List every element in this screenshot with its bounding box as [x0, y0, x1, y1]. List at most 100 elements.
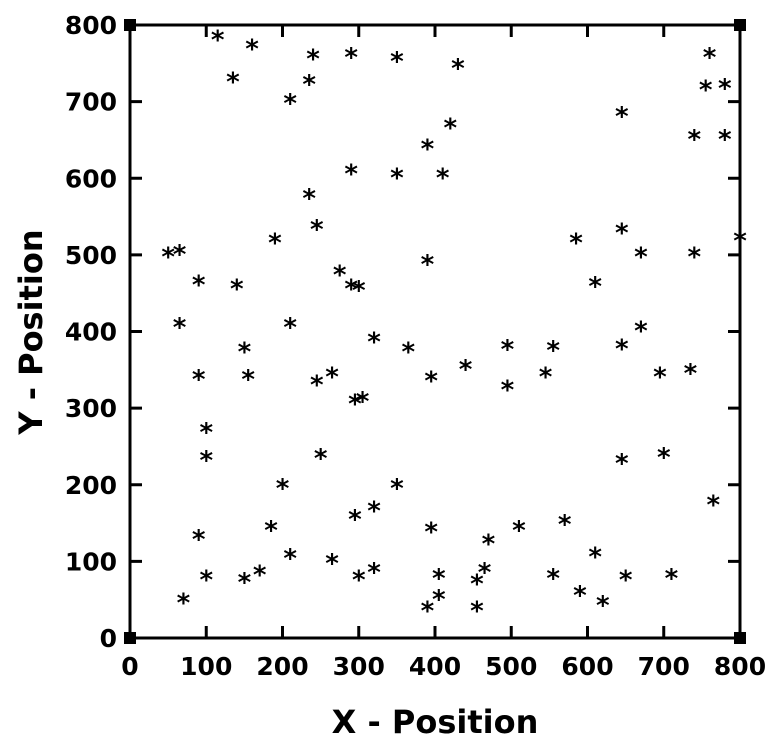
scatter-point: * — [325, 363, 339, 393]
scatter-point: * — [703, 43, 717, 73]
scatter-point: * — [421, 596, 435, 626]
scatter-point: * — [310, 215, 324, 245]
scatter-point: * — [588, 272, 602, 302]
scatter-point: * — [699, 75, 713, 105]
y-tick-label: 400 — [65, 318, 117, 347]
scatter-point: * — [245, 35, 259, 65]
scatter-point: * — [657, 443, 671, 473]
scatter-point: * — [569, 229, 583, 259]
y-axis-title: Y - Position — [12, 229, 50, 435]
scatter-point: * — [283, 313, 297, 343]
x-tick-label: 700 — [638, 652, 690, 681]
scatter-point: * — [421, 250, 435, 280]
frame-corner-marks — [124, 19, 746, 644]
scatter-point: * — [687, 242, 701, 272]
scatter-point: * — [588, 543, 602, 573]
x-tick-label: 600 — [561, 652, 613, 681]
scatter-point: * — [367, 558, 381, 588]
scatter-point: * — [283, 544, 297, 574]
scatter-point: * — [615, 219, 629, 249]
scatter-point: * — [653, 363, 667, 393]
scatter-point: * — [470, 570, 484, 600]
scatter-point: * — [192, 365, 206, 395]
scatter-point: * — [230, 275, 244, 305]
scatter-point: * — [470, 596, 484, 626]
scatter-point: * — [424, 517, 438, 547]
scatter-point: * — [344, 160, 358, 190]
scatter-point: * — [684, 359, 698, 389]
scatter-point: * — [733, 226, 747, 256]
scatter-point: * — [619, 566, 633, 596]
y-tick-label: 300 — [65, 394, 117, 423]
x-tick-label: 400 — [409, 652, 461, 681]
scatter-point: * — [173, 240, 187, 270]
scatter-point: * — [546, 564, 560, 594]
scatter-point: * — [390, 163, 404, 193]
scatter-point: * — [707, 491, 721, 521]
scatter-point: * — [501, 376, 515, 406]
scatter-point: * — [665, 564, 679, 594]
scatter-point: * — [573, 581, 587, 611]
scatter-point: * — [325, 549, 339, 579]
x-tick-label: 300 — [333, 652, 385, 681]
scatter-point: * — [451, 54, 465, 84]
x-axis-title: X - Position — [332, 703, 539, 741]
x-tick-label: 800 — [714, 652, 766, 681]
scatter-point: * — [687, 125, 701, 155]
scatter-point: * — [253, 560, 267, 590]
scatter-point: * — [352, 276, 366, 306]
scatter-point: * — [310, 370, 324, 400]
scatter-point: * — [482, 530, 496, 560]
scatter-point: * — [241, 365, 255, 395]
y-tick-label: 600 — [65, 164, 117, 193]
scatter-points: * *** * * ************* ******* * ** * * *** * ** * * *… — [161, 25, 747, 626]
scatter-point: * — [634, 242, 648, 272]
scatter-point: * — [352, 566, 366, 596]
scatter-point: * — [356, 387, 370, 417]
scatter-point: * — [238, 337, 252, 367]
x-tick-label: 0 — [121, 652, 138, 681]
scatter-point: * — [539, 363, 553, 393]
scatter-point: * — [177, 589, 191, 619]
scatter-point: * — [501, 335, 515, 365]
scatter-point: * — [283, 89, 297, 119]
scatter-point: * — [512, 516, 526, 546]
scatter-point: * — [367, 497, 381, 527]
scatter-point: * — [390, 474, 404, 504]
x-tick-label: 100 — [180, 652, 232, 681]
y-tick-label: 500 — [65, 241, 117, 270]
y-tick-label: 800 — [65, 11, 117, 40]
scatter-point: * — [436, 163, 450, 193]
scatter-point: * — [443, 114, 457, 144]
scatter-point: * — [615, 449, 629, 479]
scatter-point: * — [367, 327, 381, 357]
y-tick-label: 100 — [65, 547, 117, 576]
scatter-point: * — [402, 337, 416, 367]
scatter-point: * — [199, 418, 213, 448]
scatter-point: * — [459, 355, 473, 385]
scatter-point: * — [615, 334, 629, 364]
scatter-point: * — [546, 336, 560, 366]
scatter-point: * — [344, 43, 358, 73]
scatter-point: * — [199, 446, 213, 476]
scatter-point: * — [718, 74, 732, 104]
y-tick-label: 0 — [100, 624, 117, 653]
scatter-point: * — [348, 505, 362, 535]
scatter-point: * — [264, 516, 278, 546]
scatter-point: * — [238, 568, 252, 598]
scatter-point: * — [192, 525, 206, 555]
scatter-point: * — [390, 47, 404, 77]
scatter-point: * — [211, 25, 225, 55]
scatter-point: * — [226, 68, 240, 98]
y-axis-tick-labels: 0 100 200 300 400 500 600 700 800 — [65, 11, 117, 653]
scatter-point: * — [199, 566, 213, 596]
scatter-point: * — [314, 444, 328, 474]
y-tick-label: 200 — [65, 471, 117, 500]
x-tick-label: 200 — [256, 652, 308, 681]
y-tick-label: 700 — [65, 88, 117, 117]
scatter-point: * — [192, 271, 206, 301]
scatter-point: * — [302, 70, 316, 100]
scatter-point: * — [718, 125, 732, 155]
scatter-point: * — [424, 366, 438, 396]
